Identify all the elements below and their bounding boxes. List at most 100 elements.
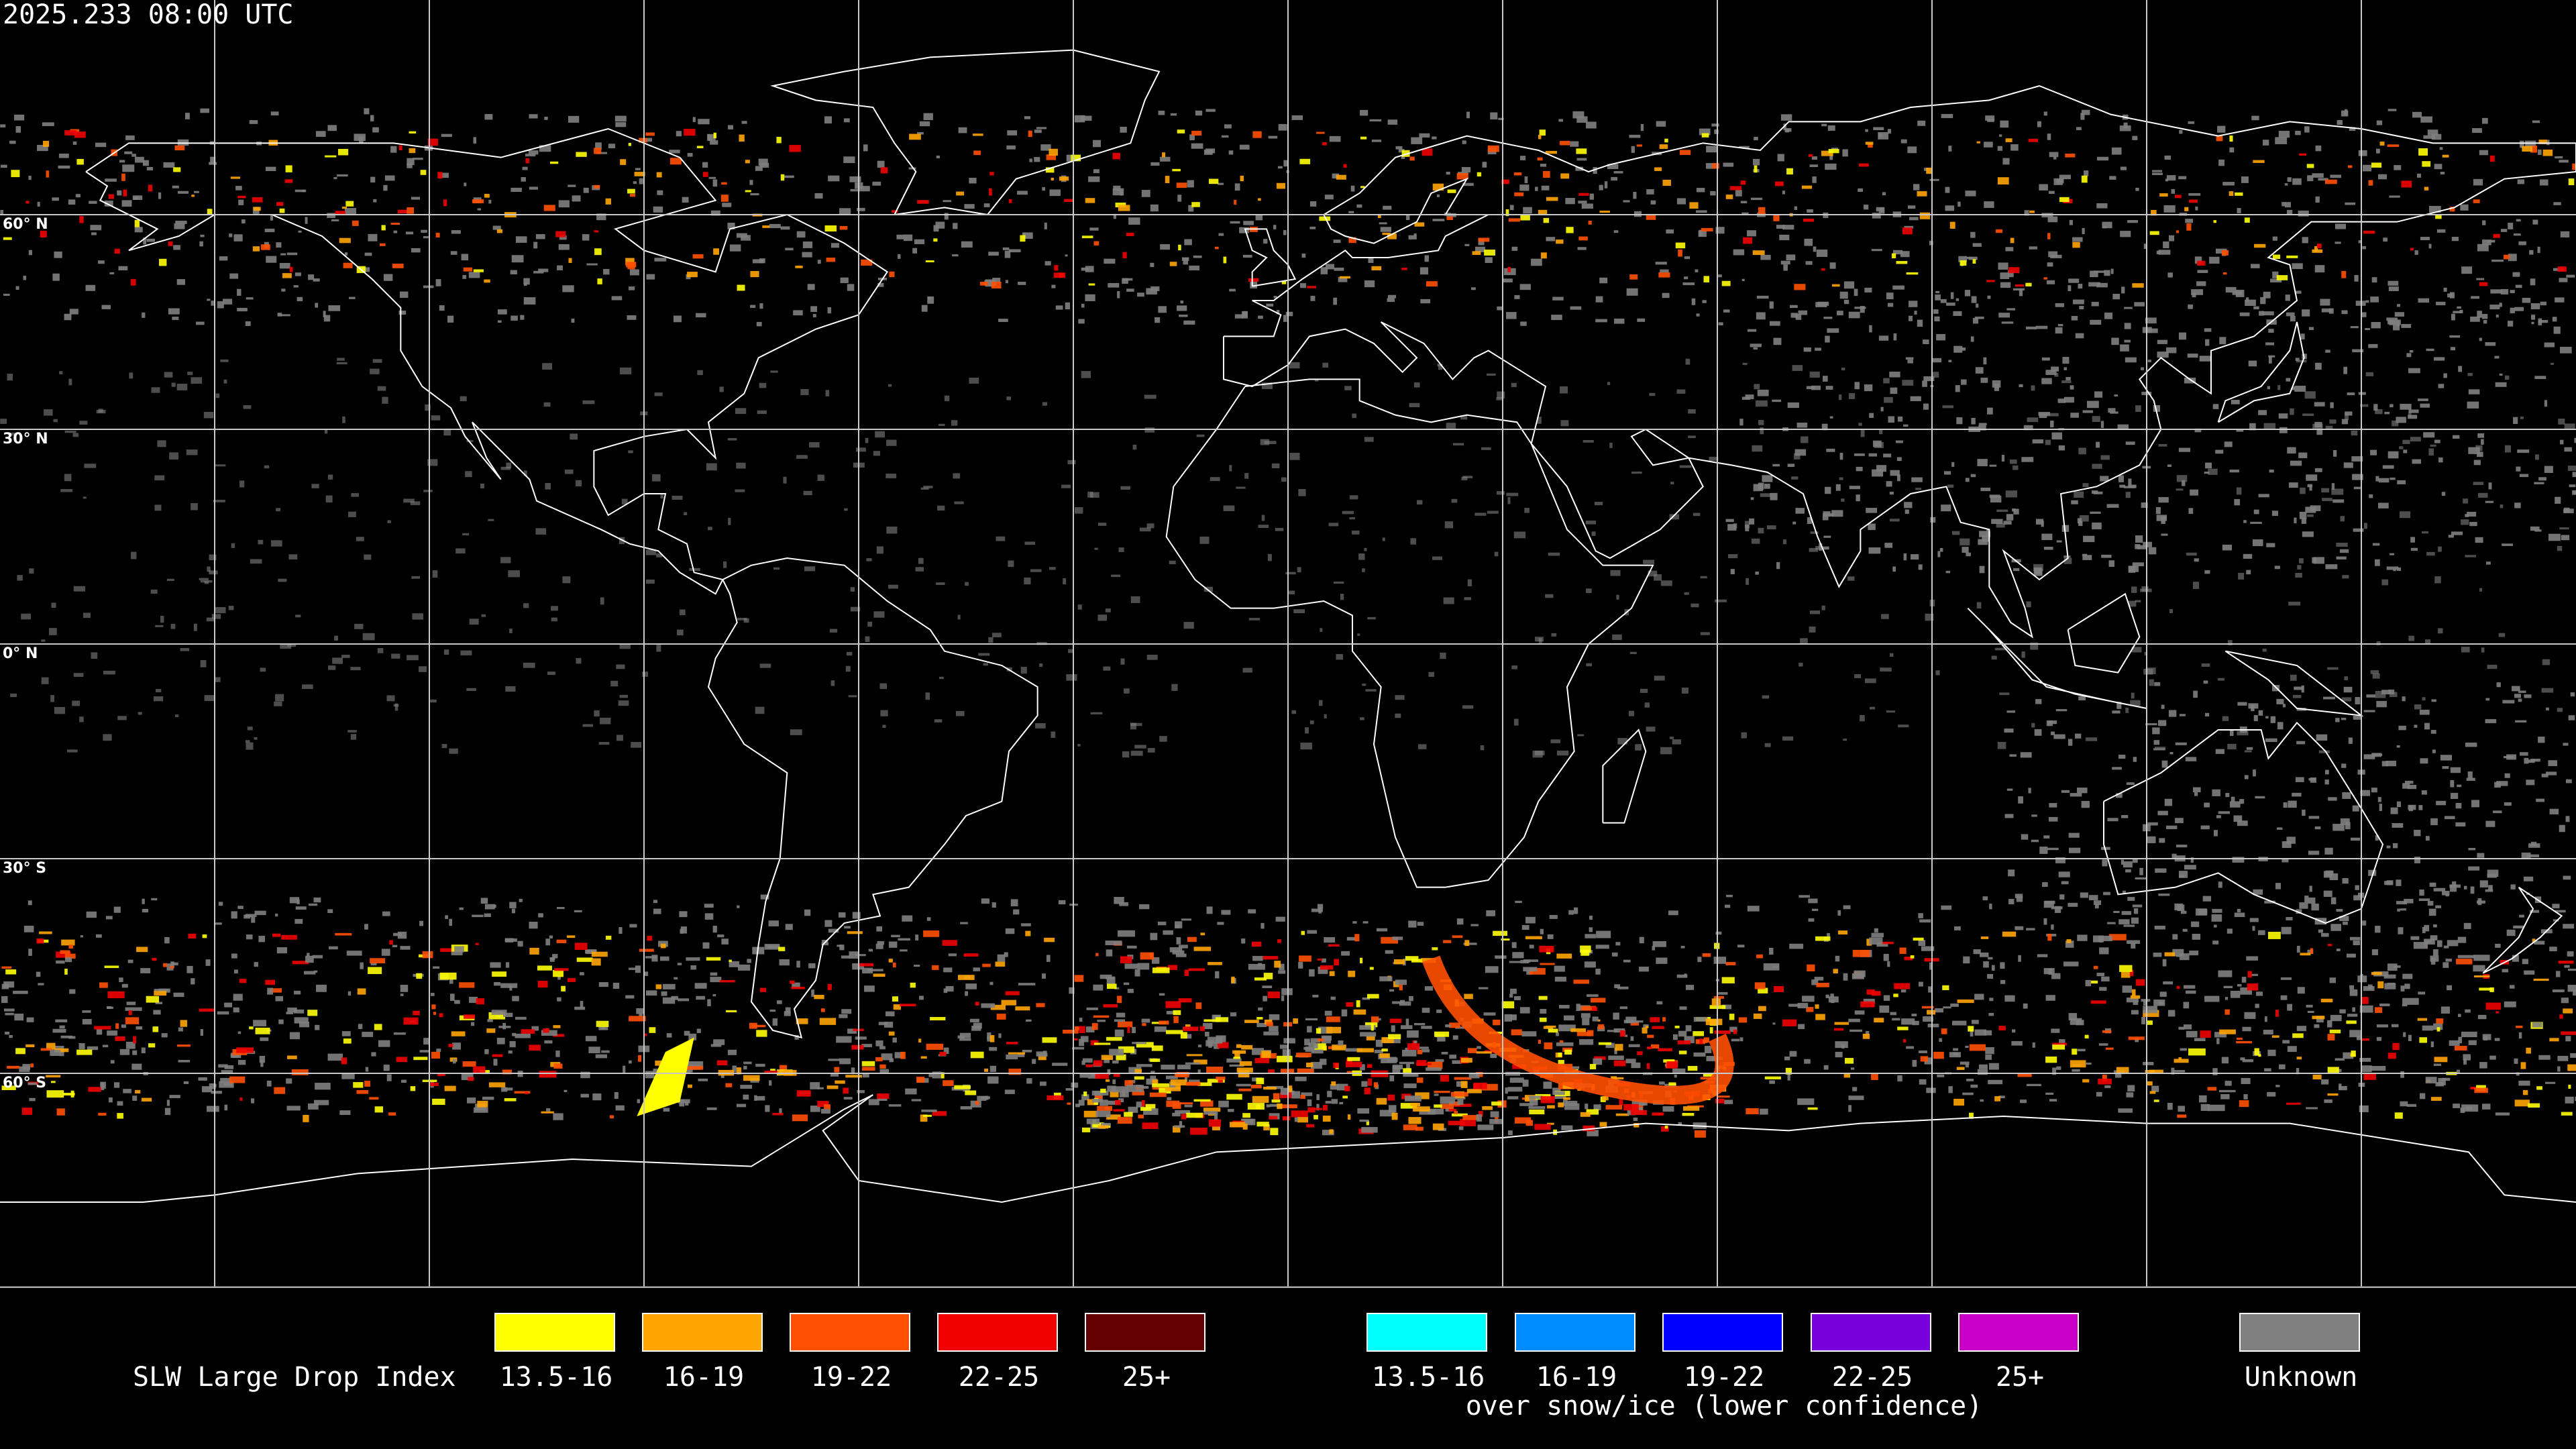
slw-pixel	[1988, 957, 1993, 960]
slw-pixel	[2243, 1094, 2248, 1099]
slw-pixel	[2482, 239, 2491, 246]
slw-pixel	[474, 1107, 488, 1113]
slw-pixel	[1409, 402, 1420, 408]
slw-pixel	[2401, 324, 2412, 328]
slw-pixel	[2066, 939, 2072, 943]
slw-pixel	[299, 1022, 310, 1028]
slw-pixel	[104, 965, 119, 969]
slw-pixel	[506, 462, 512, 469]
slw-pixel	[1410, 1102, 1421, 1107]
slw-pixel	[2078, 447, 2086, 455]
slw-pixel	[920, 1056, 927, 1059]
slw-pixel	[1696, 188, 1705, 193]
slw-pixel	[184, 113, 190, 119]
slw-pixel	[87, 1046, 99, 1051]
slw-pixel	[1345, 1048, 1362, 1052]
slw-pixel	[277, 313, 282, 317]
slw-pixel	[1107, 1069, 1111, 1075]
slw-pixel	[1609, 442, 1613, 448]
slw-pixel	[1598, 1042, 1612, 1045]
slw-pixel	[68, 378, 72, 386]
slw-pixel	[2233, 815, 2243, 822]
slw-pixel	[1418, 744, 1427, 749]
slw-pixel	[2248, 703, 2259, 709]
slw-pixel	[559, 235, 567, 240]
slw-pixel	[2013, 568, 2020, 572]
slw-pixel	[2145, 667, 2156, 675]
slw-pixel	[1411, 959, 1422, 963]
slw-pixel	[1863, 998, 1875, 1004]
slw-pixel	[2135, 535, 2143, 543]
slw-pixel	[2518, 241, 2526, 246]
slw-pixel	[889, 271, 895, 278]
slw-pixel	[977, 1095, 987, 1102]
slw-pixel	[2468, 1040, 2477, 1045]
slw-pixel	[386, 695, 395, 702]
slw-pixel	[2365, 328, 2370, 331]
slw-pixel	[1150, 262, 1155, 268]
slw-pixel	[1405, 956, 1419, 961]
slw-pixel	[1549, 914, 1558, 919]
slw-pixel	[1176, 182, 1187, 189]
slw-pixel	[1081, 1127, 1091, 1132]
slw-pixel	[1123, 982, 1130, 985]
slw-pixel	[28, 949, 32, 956]
slw-pixel	[174, 145, 185, 151]
slw-pixel	[1234, 1051, 1240, 1058]
slw-pixel	[1413, 233, 1417, 236]
slw-pixel	[2320, 998, 2333, 1003]
slw-pixel	[1331, 1081, 1336, 1086]
slw-pixel	[1414, 1023, 1426, 1026]
slw-pixel	[218, 902, 223, 906]
slw-pixel	[468, 272, 480, 278]
slw-pixel	[2341, 270, 2347, 278]
slw-pixel	[557, 975, 561, 980]
slw-pixel	[2263, 291, 2271, 299]
slw-pixel	[1888, 416, 1895, 423]
slw-pixel	[1309, 969, 1315, 977]
slw-pixel	[2468, 847, 2476, 851]
slw-pixel	[1807, 1107, 1818, 1110]
slw-pixel	[2082, 553, 2088, 556]
slw-pixel	[2315, 362, 2322, 370]
slw-pixel	[1167, 1097, 1172, 1101]
slw-pixel	[653, 908, 661, 914]
slw-pixel	[2479, 987, 2493, 991]
slw-pixel	[1332, 1044, 1346, 1051]
slw-pixel	[1702, 953, 1711, 957]
slw-pixel	[1880, 407, 1884, 412]
slw-pixel	[371, 1052, 376, 1057]
slw-pixel	[841, 1009, 852, 1014]
slw-pixel	[341, 206, 347, 209]
slw-pixel	[1633, 1123, 1640, 1128]
slw-pixel	[1794, 449, 1807, 456]
slw-pixel	[413, 158, 423, 160]
slw-pixel	[1097, 1020, 1106, 1022]
slw-pixel	[1630, 1036, 1634, 1041]
slw-pixel	[2188, 199, 2198, 203]
slw-pixel	[1093, 1015, 1110, 1018]
slw-pixel	[2552, 989, 2565, 993]
slw-pixel	[1086, 1007, 1098, 1010]
slw-pixel	[1921, 946, 1935, 951]
slw-pixel	[768, 920, 779, 926]
slw-pixel	[2204, 996, 2220, 1002]
slw-pixel	[121, 983, 128, 988]
slw-pixel	[1589, 927, 1593, 932]
slw-pixel	[600, 717, 611, 724]
slw-pixel	[2286, 1102, 2301, 1105]
slw-pixel	[1612, 634, 1622, 641]
slw-pixel	[2479, 150, 2489, 156]
slw-pixel	[736, 1104, 747, 1108]
slw-pixel	[1478, 1111, 1483, 1117]
slw-pixel	[721, 938, 729, 945]
slw-pixel	[1610, 570, 1621, 576]
slw-pixel	[2041, 533, 2053, 541]
slw-pixel	[219, 1081, 234, 1088]
slw-pixel	[1357, 1108, 1370, 1114]
slw-pixel	[389, 940, 393, 945]
slw-pixel	[2068, 1013, 2078, 1021]
slw-pixel	[2532, 219, 2538, 225]
slw-pixel	[2072, 299, 2084, 305]
slw-pixel	[1183, 622, 1194, 629]
